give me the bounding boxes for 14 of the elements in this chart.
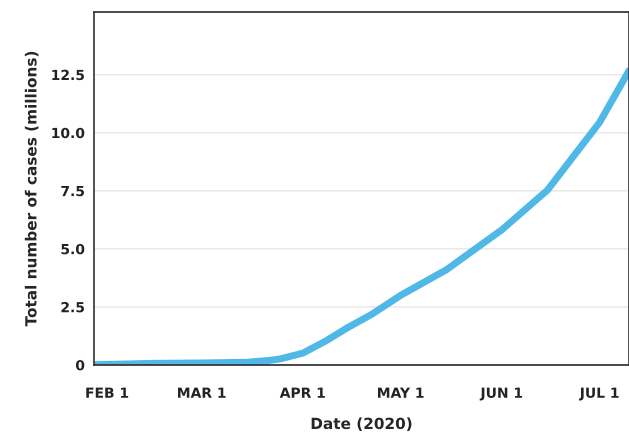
y-tick-label: 12.5 bbox=[52, 70, 84, 80]
x-tick-label: MAR 1 bbox=[178, 388, 226, 398]
x-tick-label: FEB 1 bbox=[86, 388, 128, 398]
y-tick-label: 2.5 bbox=[61, 302, 84, 312]
x-axis-title: Date (2020) bbox=[312, 417, 412, 431]
y-tick-label: 0 bbox=[76, 360, 84, 370]
x-tick-label: JUL 1 bbox=[578, 388, 619, 401]
y-axis-title: Total number of cases (millions) bbox=[24, 52, 38, 326]
x-tick-label: MAY 1 bbox=[378, 388, 424, 398]
y-tick-label: 10.0 bbox=[52, 128, 84, 138]
y-tick-label: 7.5 bbox=[61, 186, 84, 196]
y-tick-label: 5.0 bbox=[61, 244, 84, 254]
x-tick-label: APR 1 bbox=[280, 388, 325, 398]
x-tick-label: JUN 1 bbox=[480, 388, 522, 401]
